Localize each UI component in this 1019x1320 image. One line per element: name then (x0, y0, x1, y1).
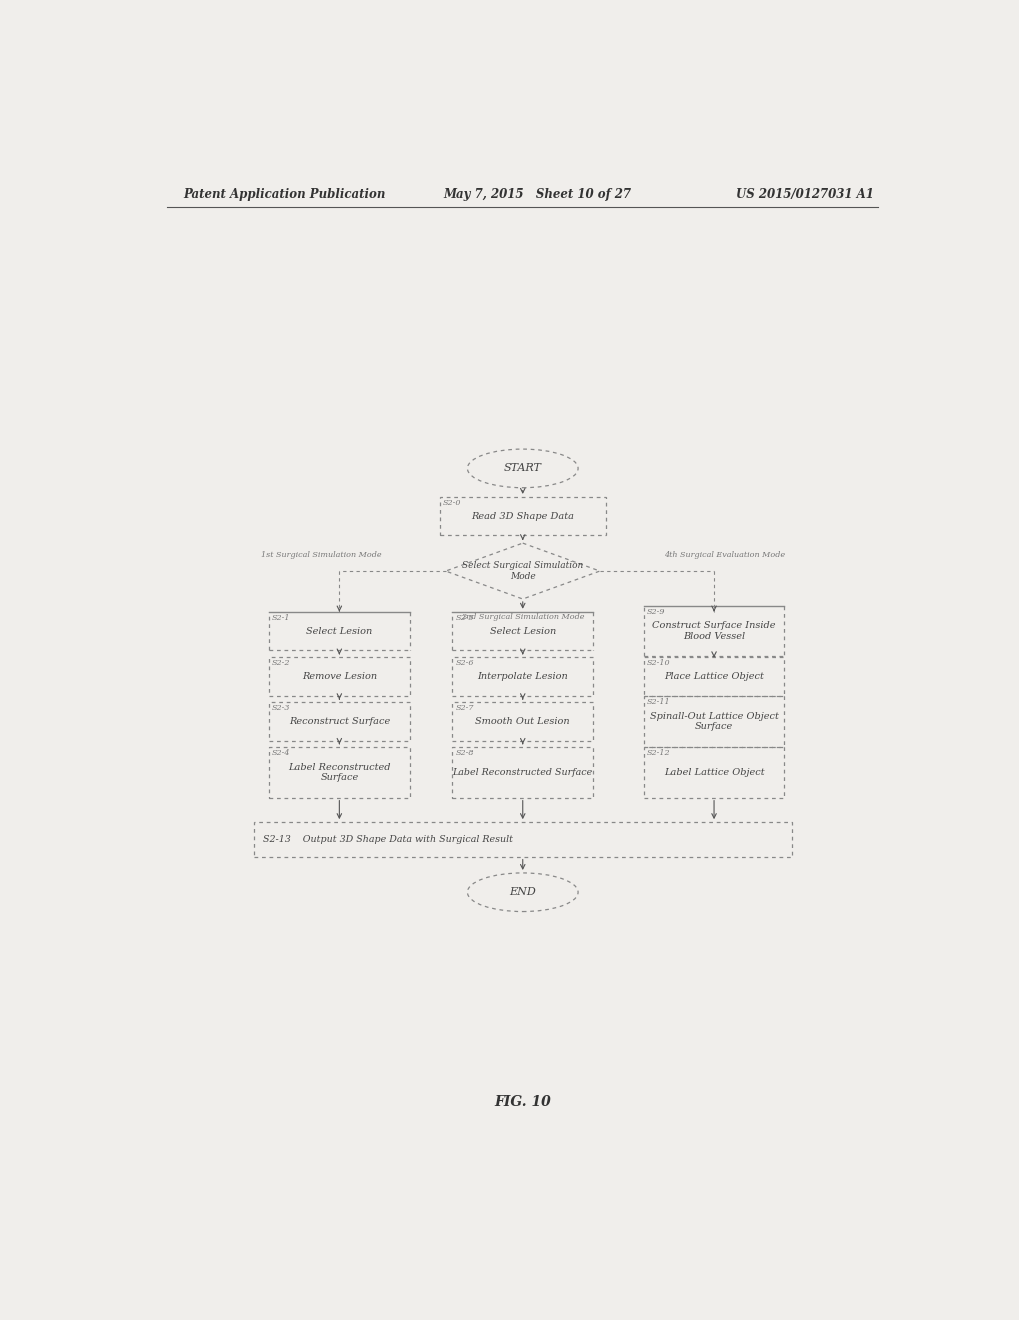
Text: FIG. 10: FIG. 10 (494, 1094, 550, 1109)
Text: Smooth Out Lesion: Smooth Out Lesion (475, 717, 570, 726)
Text: S2-12: S2-12 (646, 748, 669, 756)
Text: S2-0: S2-0 (442, 499, 461, 507)
Text: S2-4: S2-4 (272, 748, 290, 756)
Text: Interpolate Lesion: Interpolate Lesion (477, 672, 568, 681)
Text: 2nd Surgical Simulation Mode: 2nd Surgical Simulation Mode (461, 614, 584, 622)
Text: END: END (508, 887, 536, 898)
Text: Label Reconstructed Surface: Label Reconstructed Surface (452, 768, 592, 776)
Text: Place Lattice Object: Place Lattice Object (663, 672, 763, 681)
Text: S2-3: S2-3 (272, 704, 290, 713)
Text: S2-10: S2-10 (646, 660, 669, 668)
Text: Label Lattice Object: Label Lattice Object (663, 768, 763, 776)
Text: S2-8: S2-8 (455, 748, 474, 756)
Text: S2-6: S2-6 (455, 660, 474, 668)
Text: START: START (503, 463, 541, 474)
Text: S2-13    Output 3D Shape Data with Surgical Result: S2-13 Output 3D Shape Data with Surgical… (263, 834, 513, 843)
Text: May 7, 2015   Sheet 10 of 27: May 7, 2015 Sheet 10 of 27 (443, 189, 631, 202)
Text: Construct Surface Inside
Blood Vessel: Construct Surface Inside Blood Vessel (652, 622, 775, 640)
Text: Read 3D Shape Data: Read 3D Shape Data (471, 512, 574, 520)
Text: Reconstruct Surface: Reconstruct Surface (288, 717, 389, 726)
Text: Label Reconstructed
Surface: Label Reconstructed Surface (287, 763, 390, 781)
Text: Spinall-Out Lattice Object
Surface: Spinall-Out Lattice Object Surface (649, 711, 777, 731)
Text: Select Lesion: Select Lesion (489, 627, 555, 635)
Text: S2-7: S2-7 (455, 704, 474, 713)
Text: S2-5: S2-5 (455, 614, 474, 622)
Text: 1st Surgical Simulation Mode: 1st Surgical Simulation Mode (261, 550, 381, 558)
Text: S2-1: S2-1 (272, 614, 290, 622)
Text: S2-2: S2-2 (272, 660, 290, 668)
Text: Patent Application Publication: Patent Application Publication (182, 189, 385, 202)
Text: 4th Surgical Evaluation Mode: 4th Surgical Evaluation Mode (663, 550, 785, 558)
Text: US 2015/0127031 A1: US 2015/0127031 A1 (736, 189, 873, 202)
Text: S2-11: S2-11 (646, 698, 669, 706)
Text: Select Lesion: Select Lesion (306, 627, 372, 635)
Text: Select Surgical Simulation
Mode: Select Surgical Simulation Mode (462, 561, 583, 581)
Text: Remove Lesion: Remove Lesion (302, 672, 377, 681)
Text: S2-9: S2-9 (646, 607, 664, 615)
